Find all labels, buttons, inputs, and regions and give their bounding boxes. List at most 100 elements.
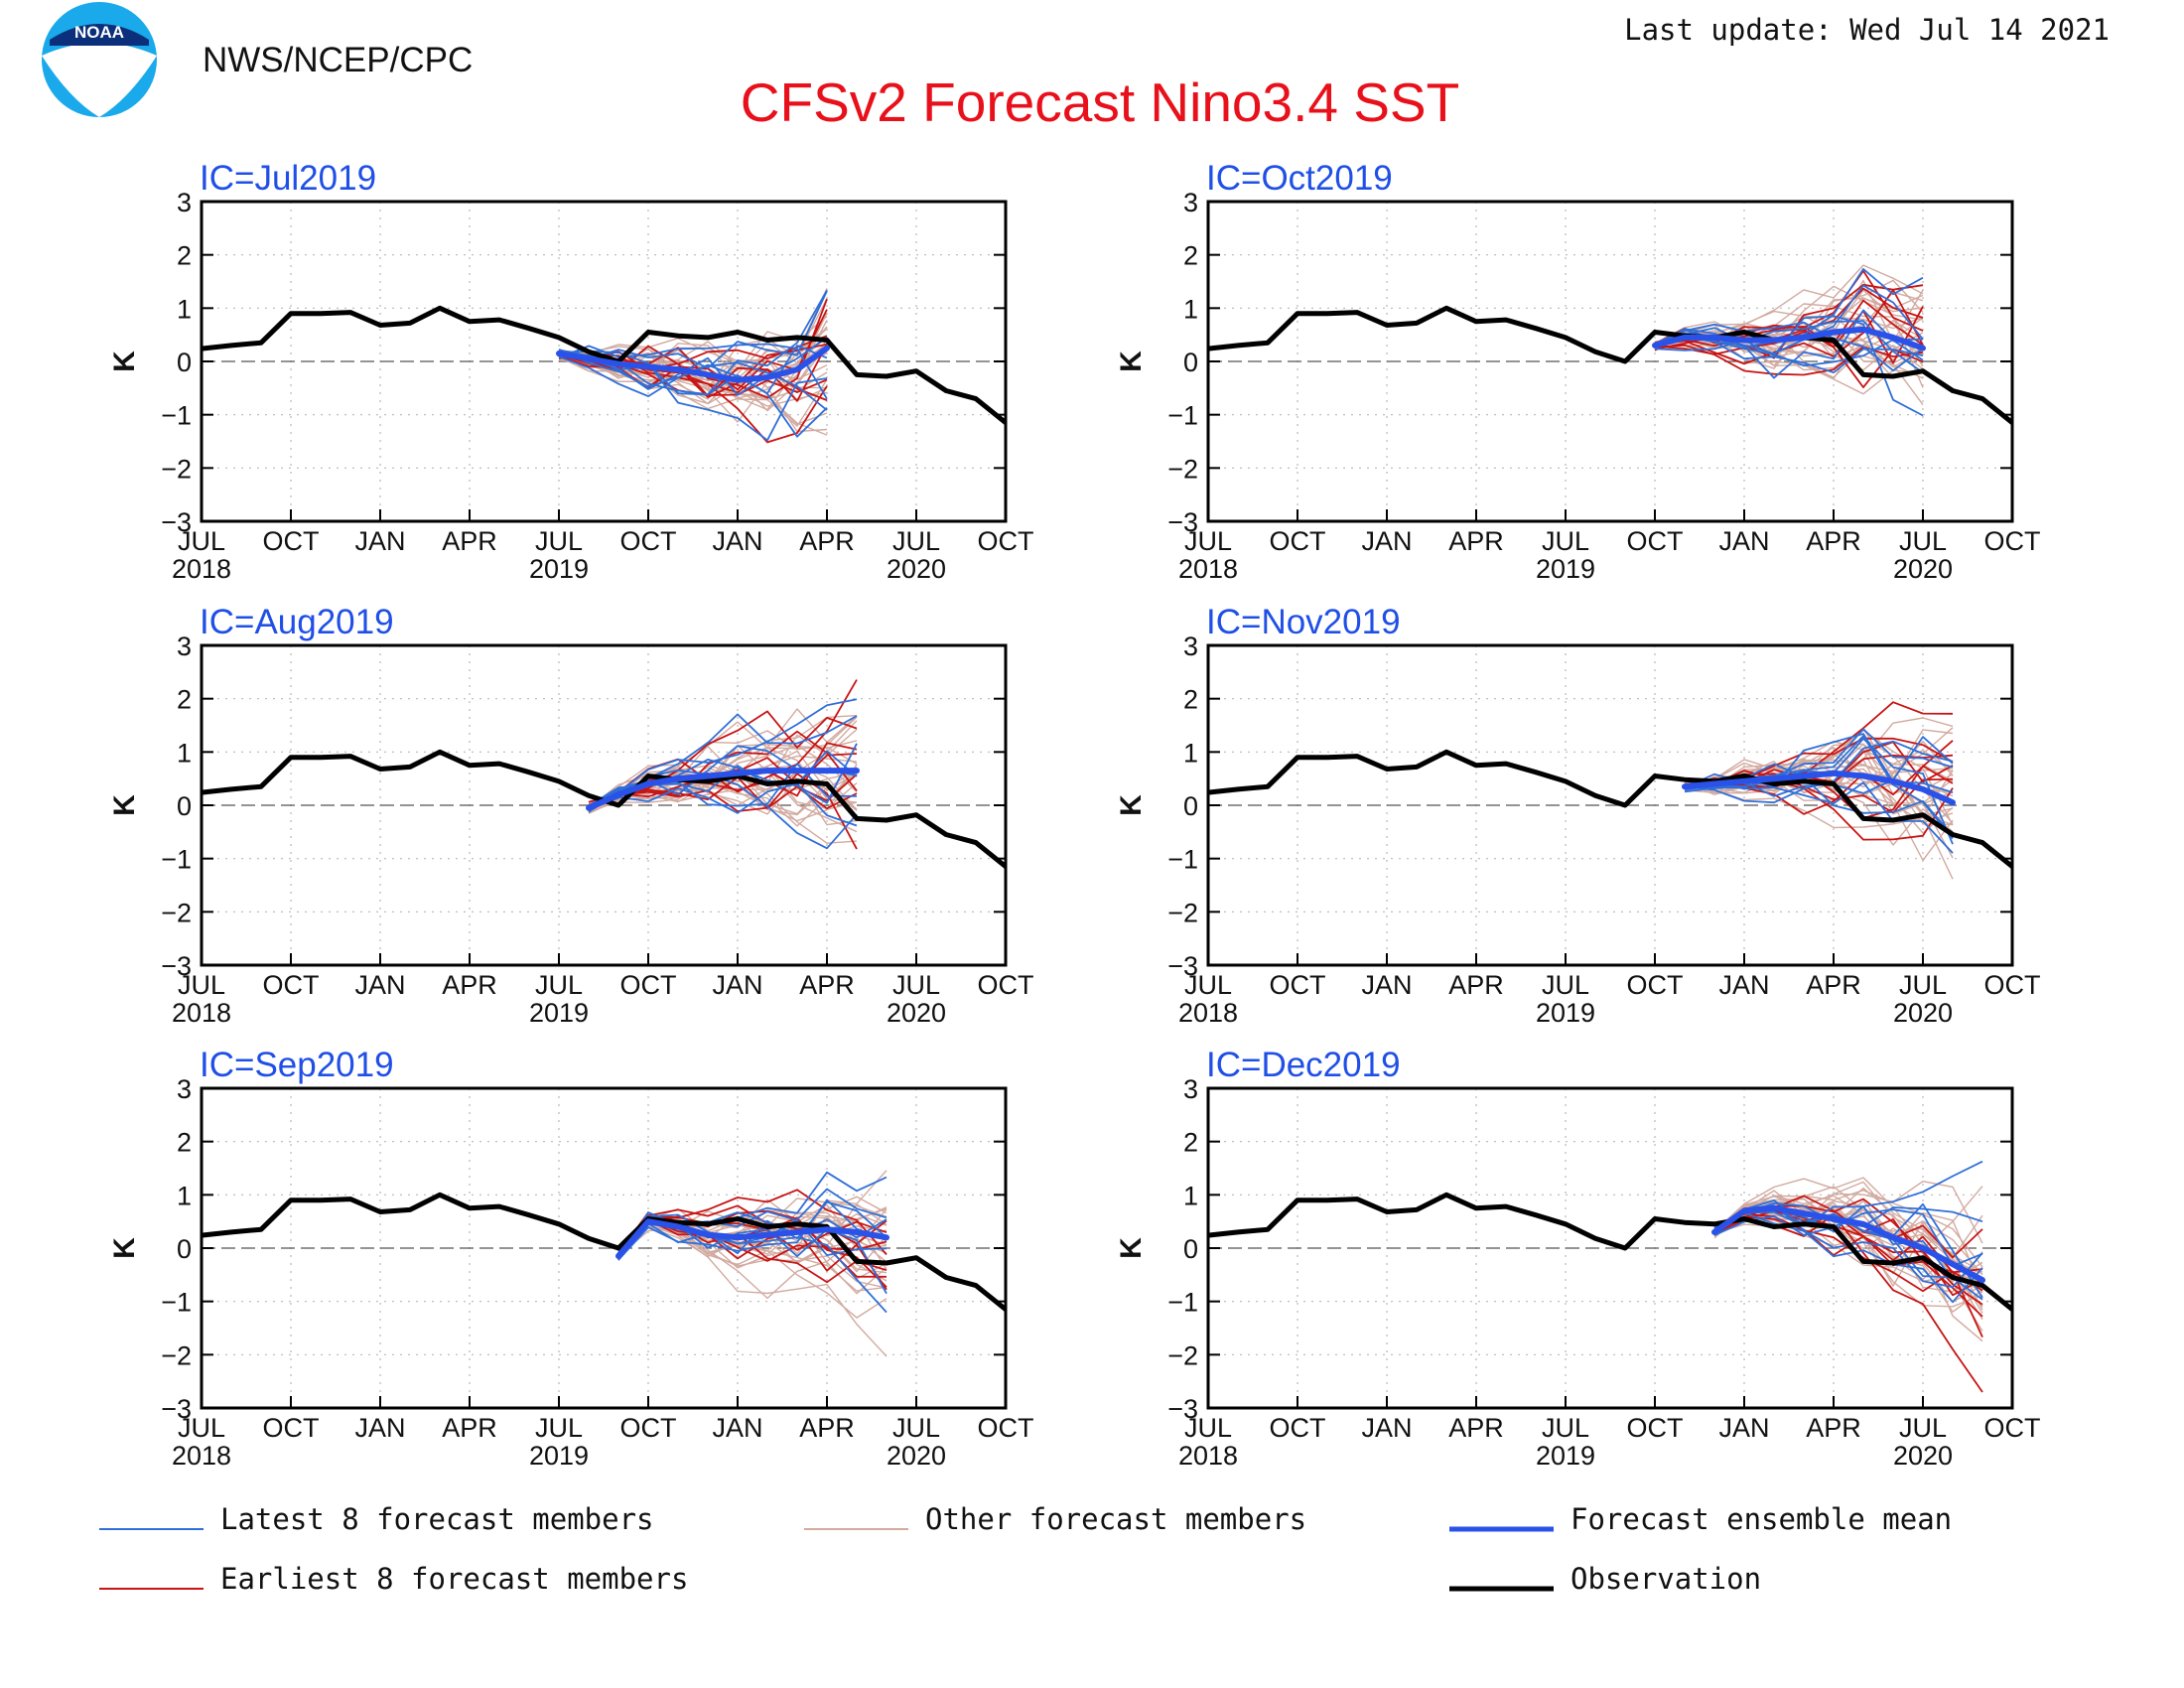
- x-tick-label: APR: [1806, 970, 1861, 1000]
- y-tick-label: 1: [1183, 294, 1198, 324]
- other-member-line: [588, 764, 858, 822]
- x-tick-label: OCT: [1270, 970, 1326, 1000]
- last-update-label: Last update: Wed Jul 14 2021: [1624, 13, 2110, 47]
- y-tick-label: −2: [1167, 1340, 1198, 1370]
- agency-label: NWS/NCEP/CPC: [203, 41, 473, 79]
- x-tick-label: JUL: [1899, 526, 1947, 556]
- x-tick-label: OCT: [1984, 526, 2041, 556]
- x-tick-label: JAN: [354, 1413, 405, 1443]
- other-member-line: [617, 1203, 887, 1263]
- x-tick-label: JAN: [712, 1413, 762, 1443]
- observation-line: [201, 1192, 1008, 1312]
- x-tick-label: JAN: [1361, 970, 1412, 1000]
- y-tick-label: −1: [161, 401, 192, 431]
- y-tick-label: −3: [161, 507, 192, 537]
- latest-member-line: [617, 1198, 887, 1261]
- x-tick-label: JAN: [712, 526, 762, 556]
- x-tick-label: JAN: [354, 970, 405, 1000]
- x-tick-label: APR: [1448, 526, 1504, 556]
- x-year-label: 2018: [1178, 554, 1238, 584]
- ensemble-mean-line: [1682, 770, 1956, 806]
- legend: Latest 8 forecast members Other forecast…: [99, 1502, 1952, 1596]
- panel: 3 2 1 0 −1 −2 −3 K JUL OCT JAN APR JUL OCT JAN APR JUL OC…: [108, 159, 1034, 584]
- y-tick-label: 1: [177, 738, 192, 768]
- chart-title: CFSv2 Forecast Nino3.4 SST: [741, 71, 1459, 133]
- x-tick-label: OCT: [1984, 970, 2041, 1000]
- latest-member-line: [1713, 1211, 1983, 1304]
- x-tick-label: OCT: [263, 970, 320, 1000]
- x-tick-label: JUL: [1184, 1413, 1232, 1443]
- x-year-label: 2020: [887, 998, 946, 1028]
- x-tick-label: JAN: [1718, 1413, 1769, 1443]
- x-tick-label: JUL: [1542, 970, 1589, 1000]
- ensemble-mean-line: [615, 1218, 889, 1259]
- x-tick-label: OCT: [1270, 526, 1326, 556]
- y-tick-label: 1: [1183, 1181, 1198, 1210]
- y-tick-label: −3: [161, 951, 192, 981]
- y-axis-label: K: [108, 1237, 141, 1259]
- x-tick-label: OCT: [1627, 526, 1684, 556]
- y-tick-label: −2: [1167, 898, 1198, 927]
- x-tick-label: JUL: [892, 970, 940, 1000]
- x-tick-label: OCT: [1627, 970, 1684, 1000]
- x-tick-label: JUL: [535, 970, 583, 1000]
- ic-label: IC=Jul2019: [200, 159, 376, 198]
- other-member-line: [1684, 747, 1954, 824]
- y-tick-label: −1: [1167, 1288, 1198, 1318]
- y-tick-label: 0: [177, 791, 192, 821]
- noaa-logo-text: NOAA: [74, 23, 124, 42]
- y-axis-label: K: [108, 794, 141, 816]
- latest-member-line: [1654, 309, 1924, 379]
- observation-line: [1207, 305, 2014, 425]
- y-tick-label: −3: [161, 1394, 192, 1424]
- latest-member-line: [558, 343, 828, 400]
- x-year-label: 2018: [172, 554, 231, 584]
- x-year-label: 2019: [529, 1441, 589, 1471]
- y-tick-label: −3: [1167, 951, 1198, 981]
- x-tick-label: JAN: [354, 526, 405, 556]
- observation-line: [1207, 1192, 2014, 1312]
- x-tick-label: APR: [1806, 526, 1861, 556]
- y-axis-label: K: [1115, 794, 1148, 816]
- x-tick-label: JUL: [178, 526, 225, 556]
- x-tick-label: JAN: [1361, 1413, 1412, 1443]
- x-tick-label: JAN: [1718, 526, 1769, 556]
- noaa-logo-bird: [42, 43, 157, 117]
- panel: 3 2 1 0 −1 −2 −3 K JUL OCT JAN APR JUL OCT JAN APR JUL OC…: [1115, 159, 2041, 584]
- legend-label-earliest: Earliest 8 forecast members: [220, 1562, 688, 1596]
- x-tick-label: OCT: [620, 1413, 677, 1443]
- x-tick-label: JAN: [1361, 526, 1412, 556]
- y-tick-label: 1: [1183, 738, 1198, 768]
- y-axis-label: K: [108, 351, 141, 372]
- x-year-label: 2019: [529, 998, 589, 1028]
- y-axis-label: K: [1115, 1237, 1148, 1259]
- x-year-label: 2020: [1893, 1441, 1953, 1471]
- ensemble-mean-line: [1652, 326, 1926, 352]
- x-tick-label: JUL: [1899, 1413, 1947, 1443]
- ic-label: IC=Aug2019: [200, 603, 394, 641]
- x-tick-label: APR: [442, 526, 497, 556]
- x-tick-label: OCT: [1984, 1413, 2041, 1443]
- x-tick-label: OCT: [620, 526, 677, 556]
- x-tick-label: JUL: [892, 526, 940, 556]
- x-tick-label: APR: [1448, 1413, 1504, 1443]
- x-tick-label: JUL: [535, 526, 583, 556]
- x-tick-label: JUL: [178, 1413, 225, 1443]
- x-tick-label: APR: [1806, 1413, 1861, 1443]
- earliest-member-line: [1654, 329, 1924, 389]
- panel: 3 2 1 0 −1 −2 −3 K JUL OCT JAN APR JUL OCT JAN APR JUL OC…: [108, 603, 1034, 1028]
- x-tick-label: JUL: [535, 1413, 583, 1443]
- earliest-member-line: [1713, 1209, 1983, 1297]
- y-tick-label: 3: [1183, 1074, 1198, 1104]
- y-tick-label: 0: [177, 1234, 192, 1264]
- ic-label: IC=Dec2019: [1206, 1046, 1401, 1084]
- x-tick-label: OCT: [1270, 1413, 1326, 1443]
- x-tick-label: APR: [799, 1413, 855, 1443]
- x-year-label: 2019: [529, 554, 589, 584]
- y-tick-label: −1: [1167, 401, 1198, 431]
- legend-label-observation: Observation: [1570, 1562, 1761, 1596]
- ensemble-mean-line: [556, 345, 830, 383]
- x-tick-label: APR: [799, 970, 855, 1000]
- y-tick-label: −3: [1167, 507, 1198, 537]
- x-tick-label: APR: [1448, 970, 1504, 1000]
